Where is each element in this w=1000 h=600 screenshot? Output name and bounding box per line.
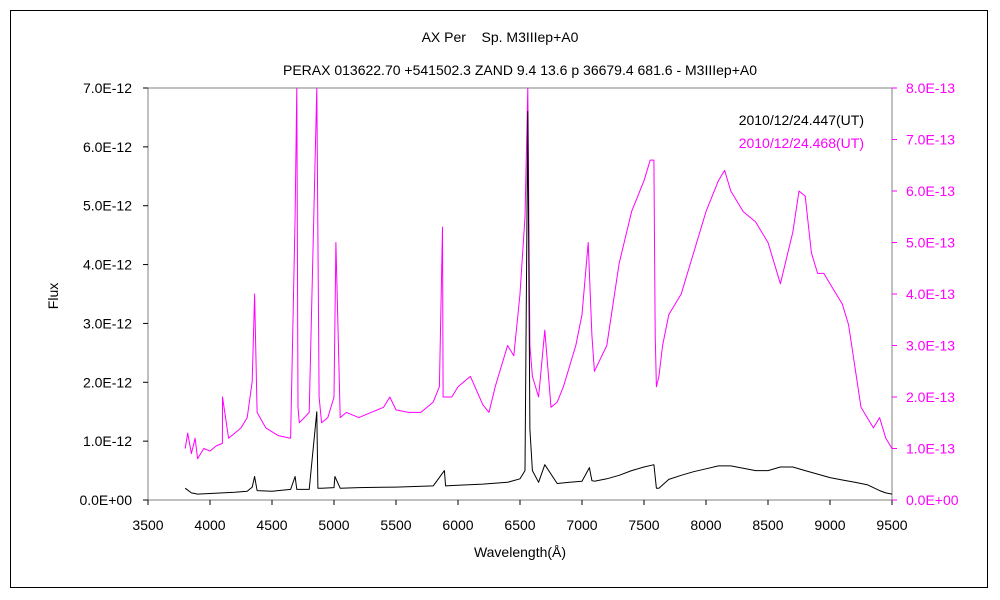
y-right-tick-label: 0.0E+00 bbox=[906, 492, 959, 508]
series-layer bbox=[184, 87, 893, 495]
x-tick-label: 7000 bbox=[566, 517, 597, 533]
chart-frame bbox=[10, 10, 988, 588]
y-left-tick-label: 0.0E+00 bbox=[79, 492, 132, 508]
x-tick-label: 9000 bbox=[814, 517, 845, 533]
series-line-1 bbox=[184, 87, 893, 460]
y-left-tick-label: 6.0E-12 bbox=[83, 139, 132, 155]
y-left-tick-label: 4.0E-12 bbox=[83, 257, 132, 273]
x-tick-label: 8500 bbox=[752, 517, 783, 533]
x-axis-label: Wavelength(Å) bbox=[474, 544, 566, 560]
x-tick-label: 7500 bbox=[628, 517, 659, 533]
x-tick-label: 3500 bbox=[132, 517, 163, 533]
y-right-tick-label: 5.0E-13 bbox=[906, 235, 955, 251]
series-line-0 bbox=[184, 111, 893, 495]
chart-subtitle: PERAX 013622.70 +541502.3 ZAND 9.4 13.6 … bbox=[283, 62, 757, 78]
y-axis-label: Flux bbox=[45, 283, 61, 309]
x-tick-label: 5000 bbox=[318, 517, 349, 533]
y-left-tick-label: 2.0E-12 bbox=[83, 374, 132, 390]
legend-entry-1: 2010/12/24.468(UT) bbox=[739, 135, 864, 151]
chart-title: AX Per Sp. M3IIIep+A0 bbox=[422, 29, 579, 45]
y-left-tick-label: 3.0E-12 bbox=[83, 315, 132, 331]
y-axis-right: 0.0E+00 1.0E-13 2.0E-13 3.0E-13 4.0E-13 5.0E-… bbox=[892, 80, 959, 508]
y-left-tick-label: 7.0E-12 bbox=[83, 80, 132, 96]
y-right-tick-label: 7.0E-13 bbox=[906, 132, 955, 148]
legend-entry-0: 2010/12/24.447(UT) bbox=[739, 112, 864, 128]
x-tick-label: 4000 bbox=[194, 517, 225, 533]
x-axis: 3500 4000 4500 5000 5500 6000 6500 7000 7500 8000… bbox=[132, 500, 908, 533]
x-tick-label: 6000 bbox=[442, 517, 473, 533]
x-tick-label: 9500 bbox=[876, 517, 907, 533]
y-right-tick-label: 1.0E-13 bbox=[906, 441, 955, 457]
y-left-tick-label: 5.0E-12 bbox=[83, 198, 132, 214]
x-tick-label: 5500 bbox=[380, 517, 411, 533]
y-right-tick-label: 4.0E-13 bbox=[906, 286, 955, 302]
x-tick-label: 8000 bbox=[690, 517, 721, 533]
x-tick-label: 6500 bbox=[504, 517, 535, 533]
y-right-tick-label: 2.0E-13 bbox=[906, 389, 955, 405]
y-right-tick-label: 6.0E-13 bbox=[906, 183, 955, 199]
y-left-tick-label: 1.0E-12 bbox=[83, 433, 132, 449]
y-axis-left: 0.0E+00 1.0E-12 2.0E-12 3.0E-12 4.0E-12 5.0E-… bbox=[79, 80, 148, 508]
x-tick-label: 4500 bbox=[256, 517, 287, 533]
y-right-tick-label: 8.0E-13 bbox=[906, 80, 955, 96]
y-right-tick-label: 3.0E-13 bbox=[906, 338, 955, 354]
